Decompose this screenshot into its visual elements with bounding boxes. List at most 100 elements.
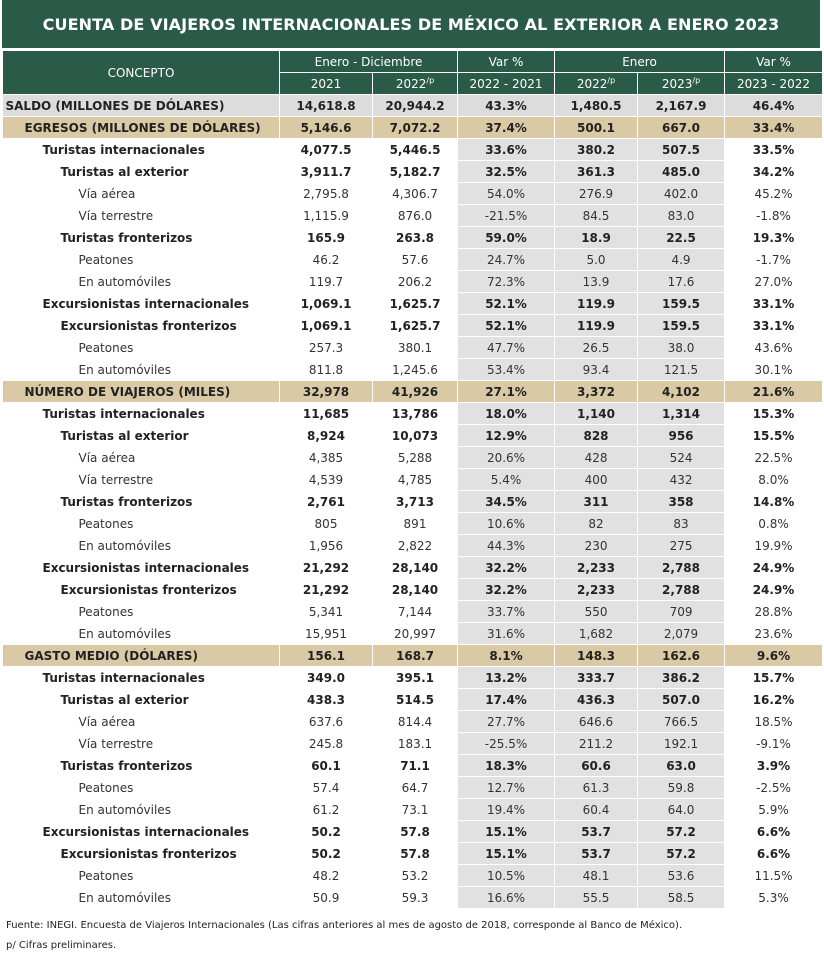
value-cell: 4,102 xyxy=(637,380,726,403)
sub-header-note: /p xyxy=(607,76,616,85)
value-cell: 24.9% xyxy=(724,578,824,601)
value-cell: 380.1 xyxy=(372,336,459,359)
value-cell: 3,911.7 xyxy=(279,160,373,183)
header-row: CONCEPTO Enero - Diciembre Var % Enero V… xyxy=(2,50,824,95)
concept-cell: EGRESOS (MILLONES DE DÓLARES) xyxy=(2,116,280,139)
value-cell: 1,682 xyxy=(554,622,639,645)
value-cell: 485.0 xyxy=(637,160,726,183)
value-cell: 48.2 xyxy=(279,864,373,887)
value-cell: 8.1% xyxy=(457,644,556,667)
value-cell: 2,788 xyxy=(637,578,726,601)
concept-cell: En automóviles xyxy=(2,886,280,909)
table-row: Excursionistas internacionales 21,292 28,1… xyxy=(2,556,824,579)
value-cell: 33.4% xyxy=(724,116,824,139)
value-cell: 17.6 xyxy=(637,270,726,293)
value-cell: 22.5 xyxy=(637,226,726,249)
concept-cell: Vía aérea xyxy=(2,182,280,205)
value-cell: 50.9 xyxy=(279,886,373,909)
value-cell: 33.6% xyxy=(457,138,556,161)
table-row: Turistas internacionales 4,077.5 5,446.5 33… xyxy=(2,138,824,161)
concept-cell: Turistas internacionales xyxy=(2,666,280,689)
value-cell: 14.8% xyxy=(724,490,824,513)
value-cell: 507.0 xyxy=(637,688,726,711)
value-cell: 37.4% xyxy=(457,116,556,139)
concept-cell: Vía aérea xyxy=(2,446,280,469)
table-row: Turistas fronterizos 60.1 71.1 18.3% 60.6 63.… xyxy=(2,754,824,777)
value-cell: 20,997 xyxy=(372,622,459,645)
sub-header-label: 2022 xyxy=(395,77,427,91)
table-row: Turistas fronterizos 2,761 3,713 34.5% 311 35… xyxy=(2,490,824,513)
value-cell: 60.4 xyxy=(554,798,639,821)
sub-header-label: 2022 xyxy=(576,77,608,91)
value-cell: 361.3 xyxy=(554,160,639,183)
concept-cell: Vía terrestre xyxy=(2,468,280,491)
value-cell: -21.5% xyxy=(457,204,556,227)
value-cell: 5,341 xyxy=(279,600,373,623)
table-row: Excursionistas fronterizos 50.2 57.8 15.1% 5… xyxy=(2,842,824,865)
value-cell: 53.2 xyxy=(372,864,459,887)
value-cell: 8.0% xyxy=(724,468,824,491)
value-cell: 30.1% xyxy=(724,358,824,381)
value-cell: 55.5 xyxy=(554,886,639,909)
value-cell: 46.4% xyxy=(724,94,824,117)
value-cell: 64.7 xyxy=(372,776,459,799)
table-row: SALDO (MILLONES DE DÓLARES) 14,618.8 20,94… xyxy=(2,94,824,117)
value-cell: 257.3 xyxy=(279,336,373,359)
concept-cell: Turistas al exterior xyxy=(2,688,280,711)
sub-header-label: 2023 - 2022 xyxy=(736,76,811,91)
value-cell: 1,115.9 xyxy=(279,204,373,227)
concept-cell: Excursionistas internacionales xyxy=(2,820,280,843)
concept-cell: Peatones xyxy=(2,864,280,887)
value-cell: 83 xyxy=(637,512,726,535)
table-row: Peatones 5,341 7,144 33.7% 550 709 28.8% xyxy=(2,600,824,623)
value-cell: 64.0 xyxy=(637,798,726,821)
concept-cell: SALDO (MILLONES DE DÓLARES) xyxy=(2,94,280,117)
group-header: Var % xyxy=(457,50,556,73)
value-cell: 637.6 xyxy=(279,710,373,733)
value-cell: 9.6% xyxy=(724,644,824,667)
value-cell: 4,785 xyxy=(372,468,459,491)
source-note: Fuente: INEGI. Encuesta de Viajeros Inte… xyxy=(6,920,683,931)
table-row: Turistas al exterior 438.3 514.5 17.4% 436.3… xyxy=(2,688,824,711)
value-cell: 1,245.6 xyxy=(372,358,459,381)
concept-cell: Vía terrestre xyxy=(2,204,280,227)
table-row: Vía aérea 4,385 5,288 20.6% 428 524 22.5% xyxy=(2,446,824,469)
value-cell: 5.4% xyxy=(457,468,556,491)
value-cell: 53.7 xyxy=(554,842,639,865)
value-cell: 5.0 xyxy=(554,248,639,271)
concept-cell: Turistas internacionales xyxy=(2,402,280,425)
preliminary-note: p/ Cifras preliminares. xyxy=(6,940,117,951)
group-header: Enero xyxy=(554,50,726,73)
value-cell: 63.0 xyxy=(637,754,726,777)
value-cell: 61.2 xyxy=(279,798,373,821)
value-cell: 13.9 xyxy=(554,270,639,293)
table-row: En automóviles 811.8 1,245.6 53.4% 93.4 121.5… xyxy=(2,358,824,381)
sub-header-label: 2022 - 2021 xyxy=(469,76,543,91)
value-cell: 119.9 xyxy=(554,292,639,315)
table-row: Vía terrestre 1,115.9 876.0 -21.5% 84.5 83.0-… xyxy=(2,204,824,227)
value-cell: 7,072.2 xyxy=(372,116,459,139)
table-row: Turistas al exterior 8,924 10,073 12.9% 828 9… xyxy=(2,424,824,447)
concept-cell: GASTO MEDIO (DÓLARES) xyxy=(2,644,280,667)
value-cell: 438.3 xyxy=(279,688,373,711)
value-cell: 27.0% xyxy=(724,270,824,293)
value-cell: 53.7 xyxy=(554,820,639,843)
value-cell: 34.2% xyxy=(724,160,824,183)
value-cell: 15.1% xyxy=(457,820,556,843)
value-cell: 33.1% xyxy=(724,314,824,337)
value-cell: 19.3% xyxy=(724,226,824,249)
sub-header: 2022/p xyxy=(554,72,639,95)
value-cell: 21,292 xyxy=(279,556,373,579)
value-cell: 148.3 xyxy=(554,644,639,667)
value-cell: 93.4 xyxy=(554,358,639,381)
table-row: Vía aérea 2,795.8 4,306.7 54.0% 276.9 402.0 45… xyxy=(2,182,824,205)
table-row: Vía terrestre 245.8 183.1 -25.5% 211.2 192.1-… xyxy=(2,732,824,755)
value-cell: 121.5 xyxy=(637,358,726,381)
value-cell: 8,924 xyxy=(279,424,373,447)
value-cell: 84.5 xyxy=(554,204,639,227)
value-cell: 72.3% xyxy=(457,270,556,293)
value-cell: 876.0 xyxy=(372,204,459,227)
value-cell: 1,314 xyxy=(637,402,726,425)
table-row: NÚMERO DE VIAJEROS (MILES) 32,978 41,926 27… xyxy=(2,380,824,403)
table-row: Excursionistas internacionales 1,069.1 1,6… xyxy=(2,292,824,315)
